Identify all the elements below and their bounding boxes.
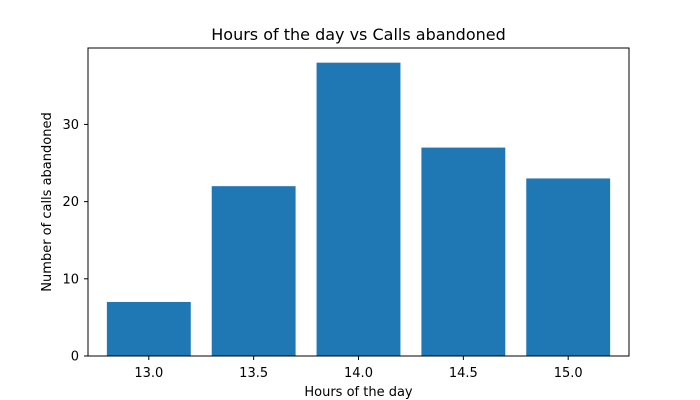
y-tick-label: 20 — [62, 195, 79, 210]
x-tick-label: 13.0 — [134, 366, 163, 381]
bar-14.5 — [421, 147, 506, 356]
x-tick-label: 13.5 — [239, 366, 268, 381]
x-tick-label: 15.0 — [554, 366, 583, 381]
bar-13.0 — [106, 301, 191, 356]
x-ticks-group: 13.0 13.5 14.0 14.5 15.0 — [134, 356, 583, 381]
bar-13.5 — [211, 186, 296, 356]
y-tick-label: 0 — [71, 350, 79, 365]
bar-15.0 — [526, 178, 611, 356]
y-tick-label: 10 — [62, 272, 79, 287]
y-ticks-group: 0 10 20 30 — [62, 118, 88, 365]
y-axis-label: Number of calls abandoned — [40, 112, 55, 291]
x-tick-label: 14.0 — [344, 366, 373, 381]
chart-title: Hours of the day vs Calls abandoned — [211, 25, 506, 44]
plot-frame — [87, 47, 630, 357]
bar-14.0 — [316, 62, 401, 357]
x-axis-label: Hours of the day — [304, 385, 413, 400]
y-tick-label: 30 — [62, 118, 79, 133]
x-tick-label: 14.5 — [449, 366, 478, 381]
bars-group — [106, 62, 611, 357]
